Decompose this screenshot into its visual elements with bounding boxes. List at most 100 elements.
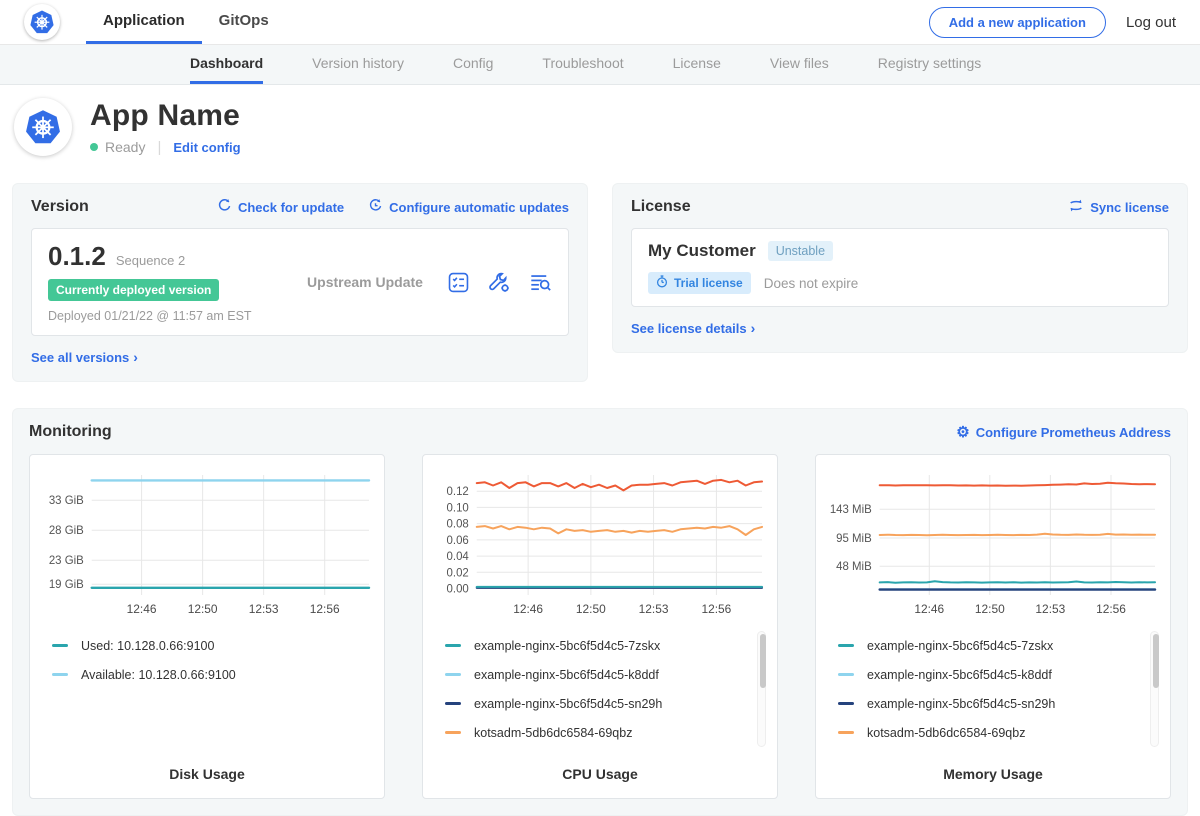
chevron-right-icon: › xyxy=(133,349,138,365)
subnav-tab-view-files[interactable]: View files xyxy=(770,45,829,84)
subnav-tab-registry-settings[interactable]: Registry settings xyxy=(878,45,981,84)
svg-text:12:50: 12:50 xyxy=(188,602,218,616)
svg-text:12:56: 12:56 xyxy=(1096,602,1126,616)
legend-label: kotsadm-5db6dc6584-69qbz xyxy=(867,726,1025,740)
sync-license-link[interactable]: Sync license xyxy=(1068,198,1169,216)
svg-text:33 GiB: 33 GiB xyxy=(49,495,84,507)
legend-item[interactable]: example-nginx-5bc6f5d4c5-k8ddf xyxy=(838,660,1144,689)
subnav-tab-license[interactable]: License xyxy=(673,45,721,84)
sync-license-label: Sync license xyxy=(1090,200,1169,215)
preflight-checks-icon[interactable] xyxy=(447,271,470,294)
svg-text:12:53: 12:53 xyxy=(1035,602,1065,616)
sequence-label: Sequence 2 xyxy=(116,253,185,268)
svg-text:12:50: 12:50 xyxy=(975,602,1005,616)
tab-application[interactable]: Application xyxy=(86,0,202,44)
disk-usage-legend: Used: 10.128.0.66:9100 Available: 10.128.… xyxy=(40,629,374,760)
see-license-details-link[interactable]: See license details › xyxy=(631,320,755,336)
channel-badge: Unstable xyxy=(768,241,833,261)
subnav-tab-dashboard[interactable]: Dashboard xyxy=(190,45,263,84)
svg-text:12:50: 12:50 xyxy=(576,602,606,616)
legend-item[interactable]: Available: 10.128.0.66:9100 xyxy=(52,660,358,689)
license-card-title: License xyxy=(631,198,691,216)
legend-scrollbar-thumb[interactable] xyxy=(760,634,766,688)
svg-text:0.06: 0.06 xyxy=(447,535,469,547)
check-for-update-label: Check for update xyxy=(238,200,344,215)
monitoring-card: Monitoring ⚙ Configure Prometheus Addres… xyxy=(12,408,1188,816)
edit-config-link[interactable]: Edit config xyxy=(173,140,240,155)
page-title: App Name xyxy=(90,99,241,133)
svg-text:12:53: 12:53 xyxy=(639,602,669,616)
view-logs-icon[interactable] xyxy=(529,271,552,294)
svg-text:12:46: 12:46 xyxy=(127,602,157,616)
legend-item[interactable]: kotsadm-5db6dc6584-69qbz xyxy=(838,718,1144,747)
legend-swatch xyxy=(52,644,68,647)
legend-swatch xyxy=(838,731,854,734)
legend-item[interactable]: kotsadm-5db6dc6584-69qbz xyxy=(445,718,751,747)
status-badge: Ready xyxy=(105,139,145,155)
svg-text:12:46: 12:46 xyxy=(513,602,543,616)
svg-text:28 GiB: 28 GiB xyxy=(49,525,84,537)
configure-auto-updates-link[interactable]: Configure automatic updates xyxy=(368,198,569,216)
deployed-badge: Currently deployed version xyxy=(48,279,219,301)
disk-usage-chart: 33 GiB28 GiB23 GiB19 GiB12:4612:5012:531… xyxy=(40,467,374,619)
tab-gitops[interactable]: GitOps xyxy=(202,0,286,44)
legend-label: example-nginx-5bc6f5d4c5-sn29h xyxy=(474,697,662,711)
legend-label: Used: 10.128.0.66:9100 xyxy=(81,639,214,653)
edit-config-wrench-icon[interactable] xyxy=(488,271,511,294)
legend-label: example-nginx-5bc6f5d4c5-sn29h xyxy=(867,697,1055,711)
stopwatch-icon xyxy=(656,275,668,291)
legend-item[interactable]: example-nginx-5bc6f5d4c5-k8ddf xyxy=(445,660,751,689)
legend-label: Available: 10.128.0.66:9100 xyxy=(81,668,236,682)
legend-item[interactable]: Used: 10.128.0.66:9100 xyxy=(52,631,358,660)
auto-update-clock-icon xyxy=(368,198,383,216)
monitoring-title: Monitoring xyxy=(29,423,112,441)
svg-text:12:46: 12:46 xyxy=(914,602,944,616)
cpu-usage-chart: 0.120.100.080.060.040.020.0012:4612:5012… xyxy=(433,467,767,619)
version-number: 0.1.2 xyxy=(48,241,106,272)
disk-usage-title: Disk Usage xyxy=(40,760,374,792)
configure-prometheus-label: Configure Prometheus Address xyxy=(976,425,1171,440)
legend-item[interactable]: example-nginx-5bc6f5d4c5-sn29h xyxy=(838,689,1144,718)
see-all-versions-link[interactable]: See all versions › xyxy=(31,349,138,365)
svg-text:0.04: 0.04 xyxy=(447,551,470,563)
chart-panels: 33 GiB28 GiB23 GiB19 GiB12:4612:5012:531… xyxy=(29,454,1171,799)
legend-swatch xyxy=(445,731,461,734)
configure-prometheus-link[interactable]: ⚙ Configure Prometheus Address xyxy=(956,425,1171,440)
legend-item[interactable]: example-nginx-5bc6f5d4c5-sn29h xyxy=(445,689,751,718)
legend-item[interactable]: example-nginx-5bc6f5d4c5-7zskx xyxy=(838,631,1144,660)
cpu-usage-legend: example-nginx-5bc6f5d4c5-7zskx example-ng… xyxy=(433,629,767,760)
legend-item[interactable]: example-nginx-5bc6f5d4c5-7zskx xyxy=(445,631,751,660)
divider: | xyxy=(157,139,161,156)
svg-text:95 MiB: 95 MiB xyxy=(836,533,872,545)
svg-text:0.08: 0.08 xyxy=(447,519,469,531)
svg-text:19 GiB: 19 GiB xyxy=(49,579,84,591)
cpu-usage-panel: 0.120.100.080.060.040.020.0012:4612:5012… xyxy=(422,454,778,799)
logout-button[interactable]: Log out xyxy=(1126,14,1176,31)
legend-label: kotsadm-5db6dc6584-69qbz xyxy=(474,726,632,740)
license-details-box: My Customer Unstable Trial license xyxy=(631,228,1169,307)
configure-auto-updates-label: Configure automatic updates xyxy=(389,200,569,215)
legend-label: example-nginx-5bc6f5d4c5-7zskx xyxy=(867,639,1053,653)
svg-text:0.12: 0.12 xyxy=(447,486,469,498)
check-for-update-link[interactable]: Check for update xyxy=(217,198,344,216)
license-type-badge: Trial license xyxy=(648,272,751,294)
memory-usage-chart: 143 MiB95 MiB48 MiB12:4612:5012:5312:56 xyxy=(826,467,1160,619)
svg-text:12:56: 12:56 xyxy=(701,602,731,616)
legend-swatch xyxy=(838,702,854,705)
subnav-tab-troubleshoot[interactable]: Troubleshoot xyxy=(542,45,623,84)
legend-swatch xyxy=(445,673,461,676)
subnav-tab-config[interactable]: Config xyxy=(453,45,493,84)
version-card-title: Version xyxy=(31,198,89,216)
subnav-tab-version-history[interactable]: Version history xyxy=(312,45,404,84)
legend-label: example-nginx-5bc6f5d4c5-k8ddf xyxy=(474,668,659,682)
status-dot xyxy=(90,143,98,151)
deployed-timestamp: Deployed 01/21/22 @ 11:57 am EST xyxy=(48,309,283,323)
svg-text:0.00: 0.00 xyxy=(447,583,469,595)
version-source-label: Upstream Update xyxy=(283,274,447,290)
disk-usage-panel: 33 GiB28 GiB23 GiB19 GiB12:4612:5012:531… xyxy=(29,454,385,799)
current-version-box: 0.1.2 Sequence 2 Currently deployed vers… xyxy=(31,228,569,336)
svg-text:12:53: 12:53 xyxy=(249,602,279,616)
legend-scrollbar-thumb[interactable] xyxy=(1153,634,1159,688)
legend-swatch xyxy=(445,702,461,705)
add-application-button[interactable]: Add a new application xyxy=(929,7,1106,38)
